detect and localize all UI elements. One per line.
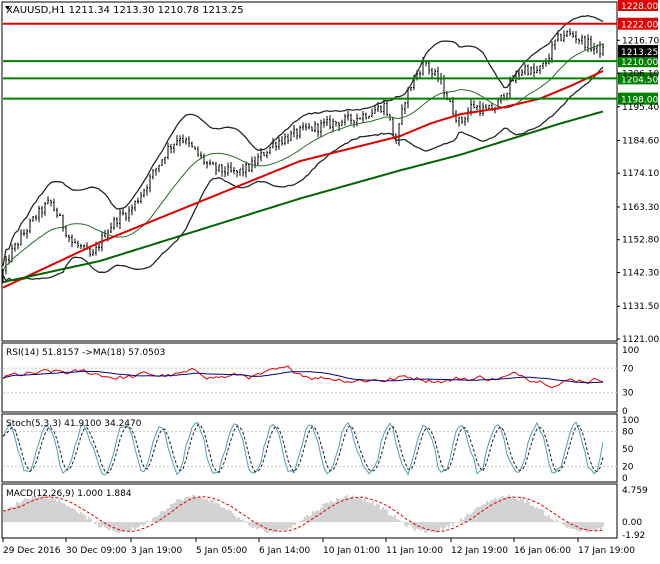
stoch-main-line [2,421,604,476]
bollinger-lower-line [2,66,604,282]
x-tick-label: 5 Jan 05:00 [196,546,248,556]
stoch-y-tick-label: 50 [622,445,634,455]
rsi-label: RSI(14) 51.8157 ->MA(18) 57.0503 [6,348,165,358]
rsi-layer [2,365,617,394]
level-badge-1204.50 [618,72,658,85]
rsi-ma-line [2,370,604,384]
ema-slow-line [2,110,604,284]
macd-y-tick-label: -1.92 [622,531,645,541]
level-badge-text: 1210.00 [621,58,658,68]
x-tick-label: 10 Jan 01:00 [323,546,380,556]
price-layer [2,14,617,289]
dropdown-arrow-icon [5,6,10,10]
stoch-y-tick-label: 0 [622,474,628,484]
level-badge-1198.00 [618,92,658,105]
x-tick-label: 11 Jan 10:00 [386,546,443,556]
stoch-y-tick-label: 100 [622,416,639,426]
rsi-y-tick-label: 30 [622,389,634,399]
macd-signal-line [2,496,604,533]
price-y-tick-label: 1174.10 [622,169,659,179]
x-tick-label: 12 Jan 19:00 [451,546,508,556]
x-tick-label: 17 Jan 19:00 [578,546,635,556]
x-tick-label: 16 Jan 06:00 [514,546,571,556]
rsi-line [2,365,604,389]
stoch-layer [2,421,617,476]
macd-label: MACD(12,26,9) 1.000 1.884 [6,489,132,499]
price-y-tick-label: 1206.10 [622,69,659,79]
level-badge-1222.00 [618,17,658,30]
x-tick-label: 6 Jan 14:00 [259,546,311,556]
x-tick-label: 29 Dec 2016 [3,546,61,556]
level-badge-text: 1204.50 [621,75,658,85]
x-tick-label: 30 Dec 09:00 [66,546,127,556]
top-level-badge-text: 1228.00 [621,2,658,12]
price-y-tick-label: 1216.70 [622,36,659,46]
price-panel [1,1,618,342]
price-y-tick-label: 1142.30 [622,269,659,279]
macd-y-tick-label: 0.00 [622,518,642,528]
rsi-y-tick-label: 0 [622,407,628,417]
price-y-tick-label: 1184.60 [622,136,659,146]
stoch-y-tick-label: 80 [622,428,634,438]
price-y-tick-label: 1152.80 [622,236,659,246]
level-badge-text: 1222.00 [621,21,658,31]
price-y-tick-label: 1131.50 [622,302,659,312]
macd-y-tick-label: 4.759 [622,486,648,496]
current-price-badge [618,45,658,58]
rsi-y-tick-label: 100 [622,346,639,356]
stoch-signal-line [2,423,604,474]
current-price-text: 1213.25 [621,48,658,58]
stoch-y-tick-label: 20 [622,462,634,472]
macd-layer [2,494,604,534]
ema-medium-line [2,70,604,289]
price-y-tick-label: 1195.40 [622,103,659,113]
main-title: XAUUSD,H1 1211.34 1213.30 1210.78 1213.2… [6,5,244,16]
stoch-label: Stoch(5,3,3) 41.9100 34.2470 [6,419,142,429]
price-y-tick-label: 1163.30 [622,203,659,213]
x-tick-label: 3 Jan 19:00 [131,546,183,556]
bollinger-upper-line [2,14,604,267]
top-level-badge [618,0,658,11]
rsi-y-tick-label: 70 [622,364,634,374]
price-y-tick-label: 1121.00 [622,335,659,345]
level-badge-1210.00 [618,55,658,68]
level-badge-text: 1198.00 [621,96,658,106]
